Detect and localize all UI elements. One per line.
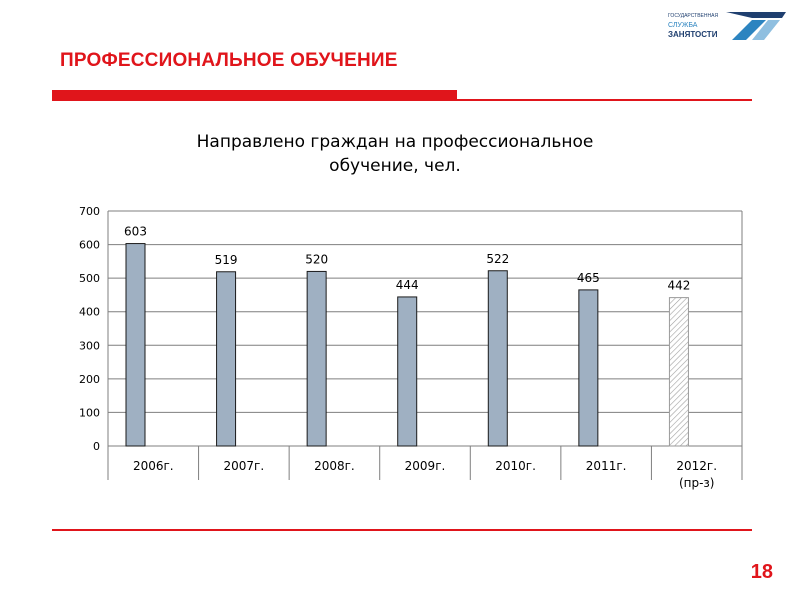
y-axis-ticks: 0 100 200 300 400 500 600 700 — [79, 205, 100, 453]
chart-title-line-1: Направлено граждан на профессиональное — [196, 132, 594, 152]
y-tick-label: 400 — [79, 306, 100, 319]
title-underline-line — [52, 99, 752, 101]
data-label: 520 — [305, 252, 328, 266]
y-tick-label: 700 — [79, 205, 100, 218]
data-label: 442 — [667, 279, 690, 293]
y-tick-label: 200 — [79, 373, 100, 386]
bar — [125, 243, 146, 447]
footer-line — [52, 529, 752, 531]
x-tick-label: (пр-з) — [679, 476, 715, 490]
chart-title: Направлено граждан на профессиональное о… — [100, 130, 690, 178]
y-tick-label: 600 — [79, 239, 100, 252]
employment-service-logo: ГОСУДАРСТВЕННАЯ СЛУЖБА ЗАНЯТОСТИ — [668, 8, 788, 44]
x-tick-label: 2011г. — [586, 459, 627, 473]
x-axis-ticks: 2006г. 2007г. 2008г. 2009г. 2010г. 2011г. 2012… — [107, 446, 743, 490]
x-tick-label: 2012г. — [676, 459, 717, 473]
x-tick-label: 2007г. — [224, 459, 265, 473]
logo-line-3: ЗАНЯТОСТИ — [668, 30, 718, 39]
y-tick-label: 0 — [93, 440, 100, 453]
x-tick-label: 2006г. — [133, 459, 174, 473]
data-label: 444 — [396, 278, 419, 292]
logo-line-1: ГОСУДАРСТВЕННАЯ — [668, 13, 719, 19]
data-labels: 603 519 520 444 522 465 442 — [124, 225, 690, 293]
data-label: 522 — [486, 252, 509, 266]
data-label: 603 — [124, 225, 147, 239]
logo-line-2: СЛУЖБА — [668, 22, 698, 29]
chart-bars — [125, 243, 689, 447]
logo-text: ГОСУДАРСТВЕННАЯ СЛУЖБА ЗАНЯТОСТИ — [668, 12, 718, 39]
chart-gridlines — [107, 210, 743, 447]
data-label: 465 — [577, 271, 600, 285]
logo-mark-icon — [726, 12, 786, 40]
bar — [487, 270, 508, 447]
bar — [397, 296, 418, 447]
title-underline-bar — [52, 90, 457, 99]
bar-forecast — [668, 297, 689, 447]
data-label: 519 — [215, 253, 238, 267]
bar — [306, 270, 327, 447]
bar — [578, 289, 599, 447]
bar — [216, 271, 237, 447]
slide-title: ПРОФЕССИОНАЛЬНОЕ ОБУЧЕНИЕ — [60, 50, 398, 71]
y-tick-label: 300 — [79, 339, 100, 352]
x-tick-label: 2008г. — [314, 459, 355, 473]
chart-title-line-2: обучение, чел. — [329, 156, 461, 176]
x-tick-label: 2009г. — [405, 459, 446, 473]
page-number: 18 — [750, 561, 773, 583]
y-tick-label: 500 — [79, 272, 100, 285]
y-tick-label: 100 — [79, 406, 100, 419]
x-tick-label: 2010г. — [495, 459, 536, 473]
